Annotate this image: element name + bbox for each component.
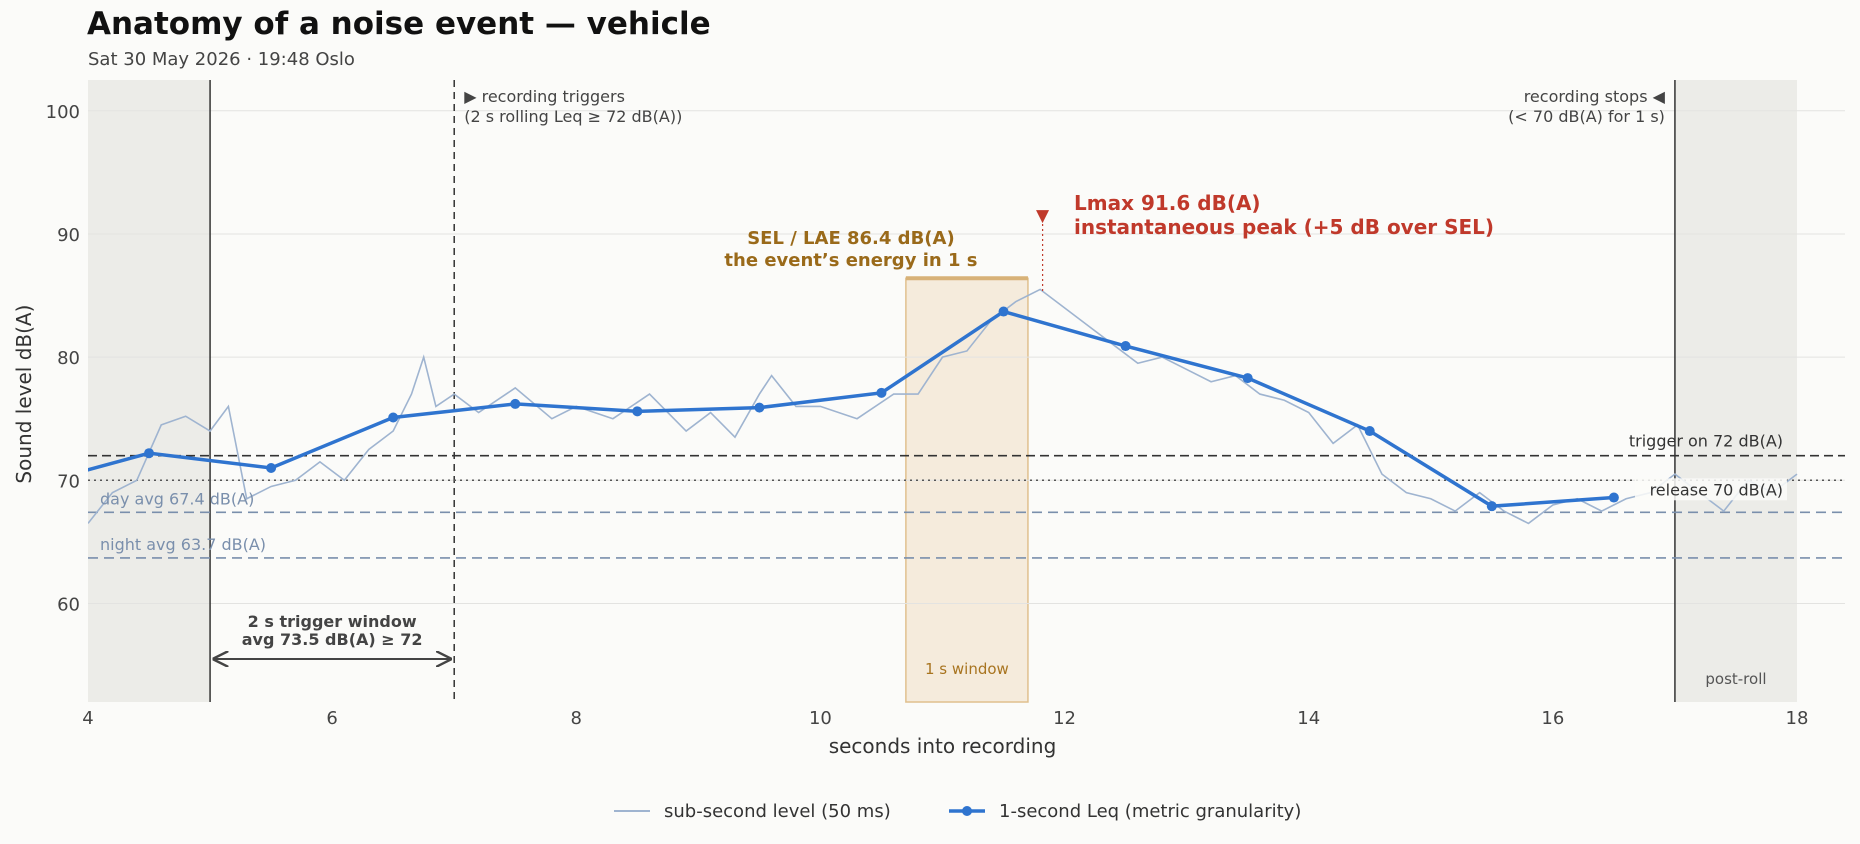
sel-window <box>905 277 1029 703</box>
lmax-marker: ▼ <box>1036 206 1050 226</box>
leq-point <box>1364 426 1375 437</box>
y-tick-label: 60 <box>57 594 80 615</box>
leq-point <box>632 406 643 417</box>
trigger-start-label: ▶ recording triggers <box>464 87 625 106</box>
trigger-window-label: 2 s trigger window <box>248 612 417 631</box>
leq-point <box>754 402 765 413</box>
trigger-start-condition: (2 s rolling Leq ≥ 72 dB(A)) <box>464 107 682 126</box>
release-label: release 70 dB(A) <box>1650 480 1783 499</box>
x-tick-label: 12 <box>1053 708 1076 729</box>
x-tick-label: 10 <box>809 708 832 729</box>
y-axis-label: Sound level dB(A) <box>12 305 36 484</box>
legend-label-leq: 1-second Leq (metric granularity) <box>999 801 1301 822</box>
chart-legend: sub-second level (50 ms) 1-second Leq (m… <box>614 801 1301 822</box>
leq-point <box>510 398 521 409</box>
post-roll-zone <box>1674 80 1797 702</box>
leq-point <box>388 412 399 423</box>
recording-stop-label: recording stops ◀ <box>1524 87 1666 106</box>
recording-stop-condition: (< 70 dB(A) for 1 s) <box>1508 107 1665 126</box>
y-tick-label: 90 <box>57 225 80 246</box>
night-avg-label: night avg 63.7 dB(A) <box>100 535 266 554</box>
chart-title: Anatomy of a noise event — vehicle <box>87 6 711 42</box>
release-label-bg <box>1635 478 1787 501</box>
y-tick-label: 100 <box>46 102 80 123</box>
trigger-on-label: trigger on 72 dB(A) <box>1629 432 1783 451</box>
x-tick-label: 8 <box>571 708 582 729</box>
lmax-description: instantaneous peak (+5 dB over SEL) <box>1074 215 1494 239</box>
sub-second-level-line <box>88 288 1798 525</box>
x-tick-label: 16 <box>1541 708 1564 729</box>
sel-window-label: 1 s window <box>925 660 1009 678</box>
leq-point <box>266 462 277 473</box>
leq-point <box>1242 373 1253 384</box>
chart-subtitle: Sat 30 May 2026 · 19:48 Oslo <box>88 49 355 70</box>
leq-point <box>144 448 155 459</box>
x-axis-label: seconds into recording <box>829 734 1057 758</box>
legend-swatch-leq-marker <box>962 806 972 816</box>
leq-point <box>998 306 1009 317</box>
x-tick-label: 18 <box>1786 708 1809 729</box>
leq-point <box>1120 341 1131 352</box>
leq-point <box>1608 492 1619 503</box>
day-avg-label: day avg 67.4 dB(A) <box>100 489 254 508</box>
x-tick-label: 6 <box>326 708 337 729</box>
trigger-window-average: avg 73.5 dB(A) ≥ 72 <box>242 630 423 649</box>
x-tick-label: 14 <box>1297 708 1320 729</box>
post-roll-label: post-roll <box>1705 670 1766 688</box>
sel-description: the event’s energy in 1 s <box>724 250 977 271</box>
leq-point <box>1486 501 1497 512</box>
y-tick-label: 80 <box>57 348 80 369</box>
y-tick-label: 70 <box>57 471 80 492</box>
sel-label: SEL / LAE 86.4 dB(A) <box>747 228 954 249</box>
x-tick-label: 4 <box>82 708 93 729</box>
legend-label-raw: sub-second level (50 ms) <box>664 801 891 822</box>
leq-point <box>876 387 887 398</box>
pre-roll-zone <box>88 80 211 702</box>
lmax-label: Lmax 91.6 dB(A) <box>1074 191 1261 215</box>
leq-1s-line <box>88 309 1615 508</box>
